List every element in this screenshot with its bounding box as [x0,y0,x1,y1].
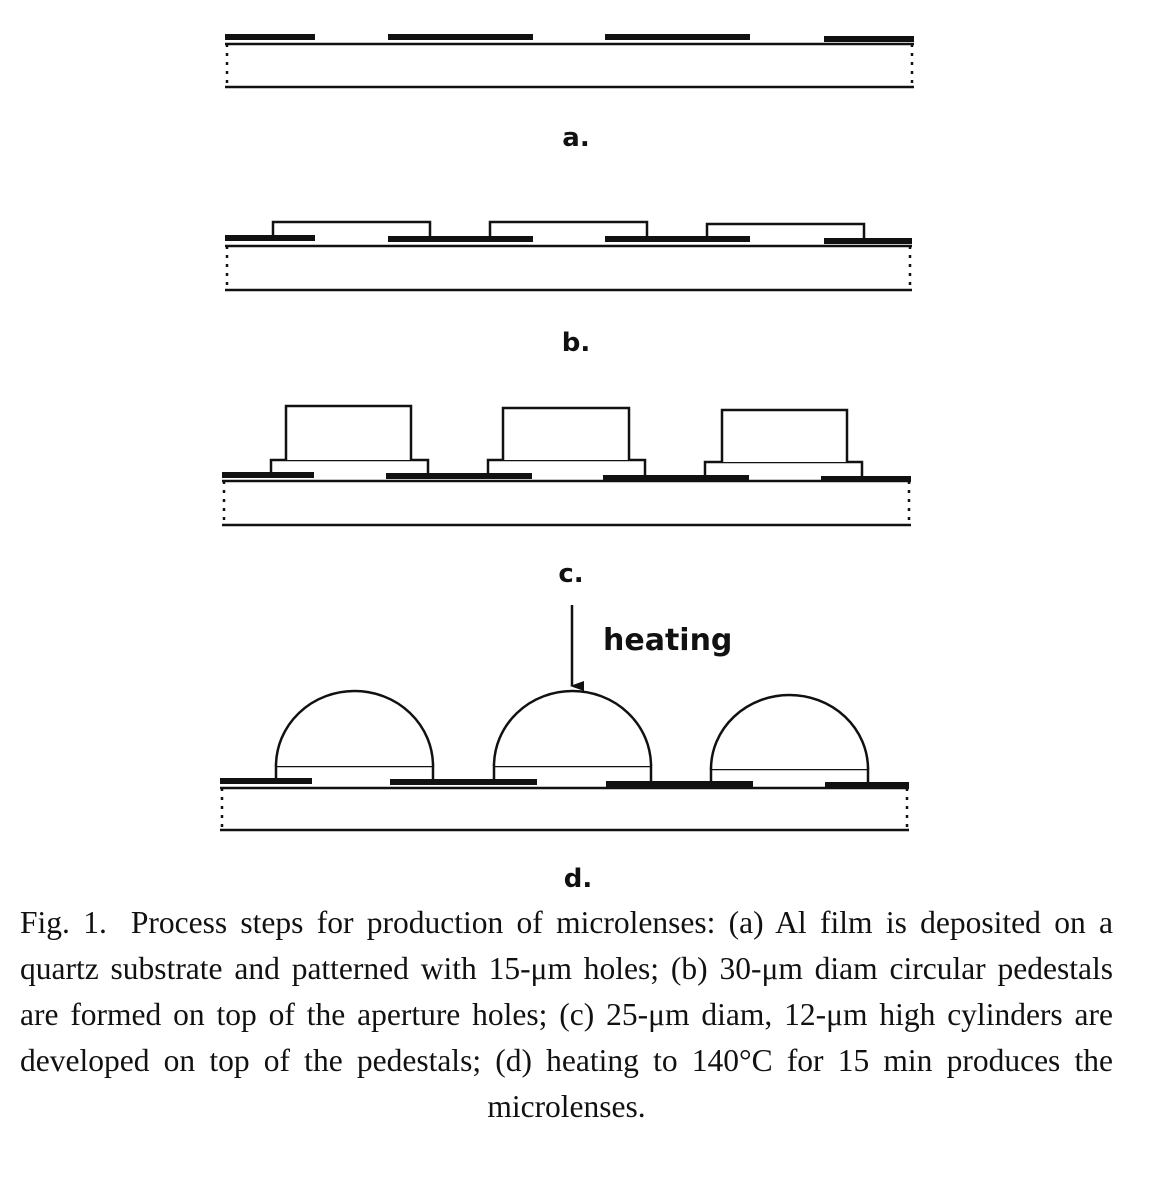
step-label-a: a. [562,123,589,153]
pedestals [274,764,870,782]
pedestals [269,458,864,476]
al-film [225,235,912,244]
figure-number: Fig. 1. [20,905,107,940]
substrate [225,42,914,89]
step-label-b: b. [562,328,591,358]
al-film [222,472,911,482]
step-label-c: c. [558,559,583,589]
figure-caption: Fig. 1. Process steps for production of m… [20,900,1113,1130]
substrate [222,479,911,527]
heating-arrow: heating [570,605,732,691]
step-a-diagram [225,34,914,89]
step-d-diagram [220,689,909,832]
substrate [220,786,909,832]
al-film [220,778,909,788]
heating-label: heating [603,623,732,658]
caption-text: Process steps for production of microlen… [20,905,1113,1124]
step-c-diagram [222,404,911,527]
step-label-d: d. [564,864,593,894]
al-film [225,34,914,42]
step-b-diagram [225,220,912,292]
process-diagram: a. b. [220,34,914,894]
microlenses [274,689,870,770]
pedestals [271,220,866,239]
cylinders [284,404,849,462]
substrate [225,244,912,292]
